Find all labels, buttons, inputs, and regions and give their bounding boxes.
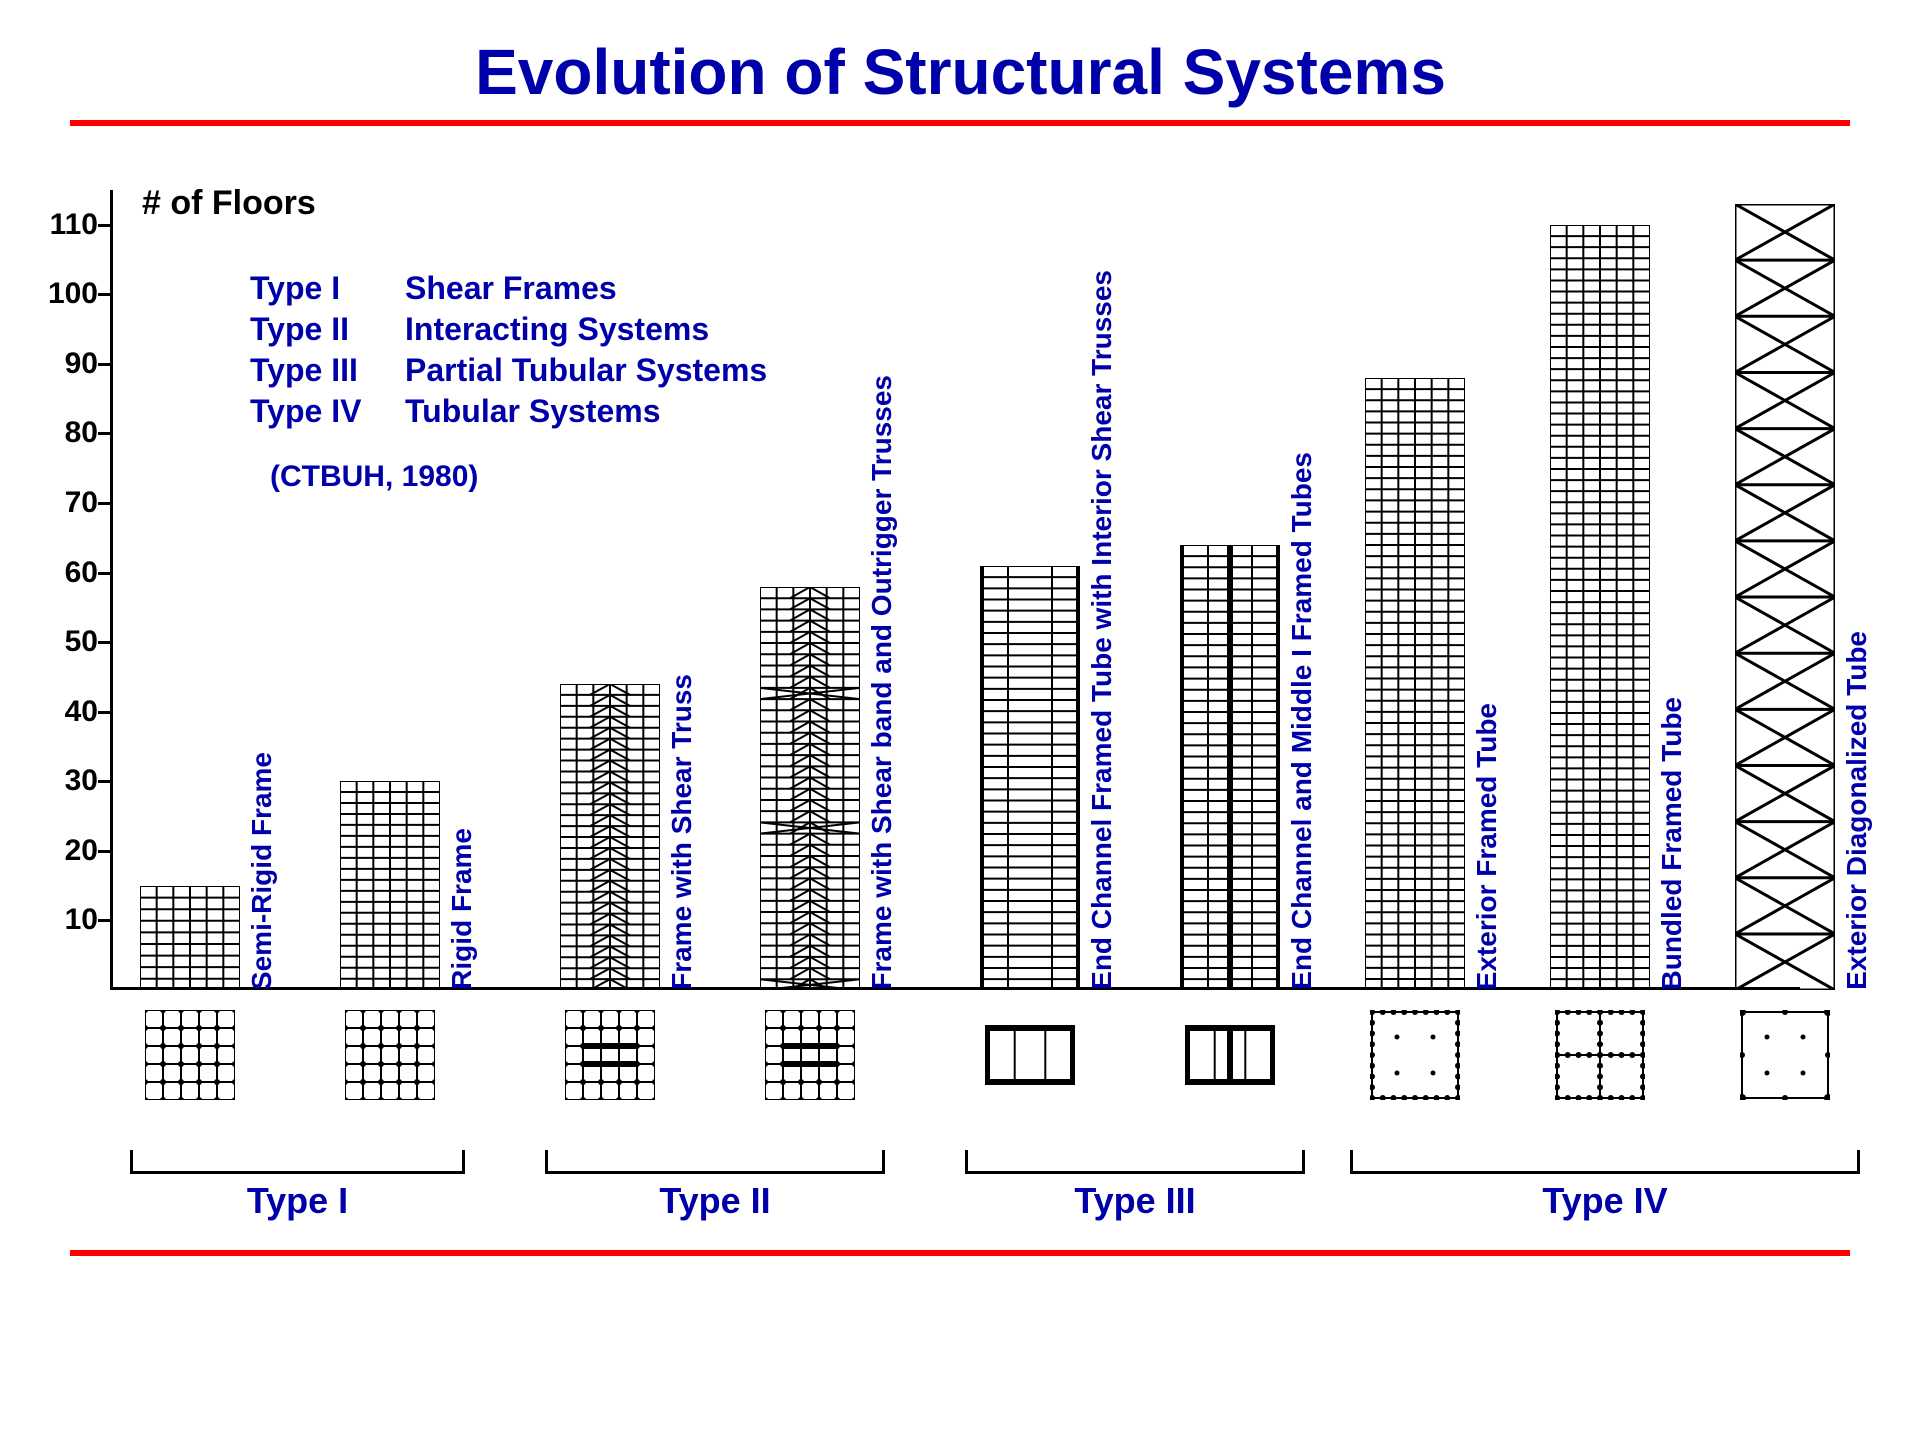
y-tick — [98, 432, 110, 435]
plan-icons-row — [110, 1010, 1810, 1140]
chart-area: # of Floors Type IShear FramesType IIInt… — [110, 190, 1810, 990]
y-tick — [98, 224, 110, 227]
group-label: Type IV — [1350, 1180, 1860, 1222]
group-label: Type I — [130, 1180, 465, 1222]
group-label: Type III — [965, 1180, 1305, 1222]
bar-channel-tube: End Channel Framed Tube with Interior Sh… — [980, 566, 1080, 990]
page-title: Evolution of Structural Systems — [0, 35, 1921, 109]
y-tick-label: 30 — [65, 764, 98, 798]
plan-icon — [985, 1010, 1075, 1105]
bar-label-semi-rigid: Semi-Rigid Frame — [246, 752, 278, 990]
group-bracket — [545, 1150, 885, 1174]
title-underline-rule — [70, 120, 1850, 126]
plan-icon — [1740, 1010, 1830, 1105]
bar-label-bundled: Bundled Framed Tube — [1656, 697, 1688, 991]
bars-container: Semi-Rigid Frame Rigid Frame Frame with Sh… — [110, 190, 1810, 990]
bar-shear-truss: Frame with Shear Truss — [560, 684, 660, 990]
y-tick-label: 20 — [65, 834, 98, 868]
y-tick-label: 70 — [65, 486, 98, 520]
y-tick — [98, 919, 110, 922]
y-tick-label: 40 — [65, 695, 98, 729]
plan-icon — [1370, 1010, 1460, 1105]
y-tick — [98, 850, 110, 853]
bar-semi-rigid: Semi-Rigid Frame — [140, 886, 240, 990]
y-tick — [98, 293, 110, 296]
y-tick-label: 90 — [65, 347, 98, 381]
plan-icon — [145, 1010, 235, 1105]
plan-icon — [345, 1010, 435, 1105]
plan-icon — [1185, 1010, 1275, 1105]
plan-icon — [565, 1010, 655, 1105]
bar-label-channel-tube: End Channel Framed Tube with Interior Sh… — [1086, 270, 1118, 990]
y-tick — [98, 780, 110, 783]
y-tick — [98, 502, 110, 505]
bar-bundled: Bundled Framed Tube — [1550, 225, 1650, 990]
y-tick-label: 110 — [50, 208, 98, 242]
bar-label-shear-truss: Frame with Shear Truss — [666, 674, 698, 990]
plan-icon — [765, 1010, 855, 1105]
y-tick-label: 10 — [65, 903, 98, 937]
y-tick-label: 50 — [65, 625, 98, 659]
group-bracket — [130, 1150, 465, 1174]
bar-ext-diag: Exterior Diagonalized Tube — [1735, 204, 1835, 990]
group-bracket — [1350, 1150, 1860, 1174]
bar-label-channel-mid: End Channel and Middle I Framed Tubes — [1286, 452, 1318, 990]
bar-ext-framed: Exterior Framed Tube — [1365, 378, 1465, 990]
bottom-rule — [70, 1250, 1850, 1256]
bar-label-ext-framed: Exterior Framed Tube — [1471, 703, 1503, 990]
bar-label-shear-band: Frame with Shear band and Outrigger Trus… — [866, 375, 898, 990]
bar-label-rigid: Rigid Frame — [446, 828, 478, 990]
plan-icon — [1555, 1010, 1645, 1105]
y-tick-label: 80 — [65, 416, 98, 450]
y-tick — [98, 641, 110, 644]
y-tick — [98, 572, 110, 575]
group-bracket — [965, 1150, 1305, 1174]
y-tick-label: 100 — [48, 277, 98, 311]
bar-rigid: Rigid Frame — [340, 781, 440, 990]
bar-channel-mid: End Channel and Middle I Framed Tubes — [1180, 545, 1280, 990]
group-label: Type II — [545, 1180, 885, 1222]
bar-label-ext-diag: Exterior Diagonalized Tube — [1841, 631, 1873, 990]
bar-shear-band: Frame with Shear band and Outrigger Trus… — [760, 587, 860, 990]
y-tick — [98, 363, 110, 366]
y-tick-label: 60 — [65, 556, 98, 590]
y-tick — [98, 711, 110, 714]
